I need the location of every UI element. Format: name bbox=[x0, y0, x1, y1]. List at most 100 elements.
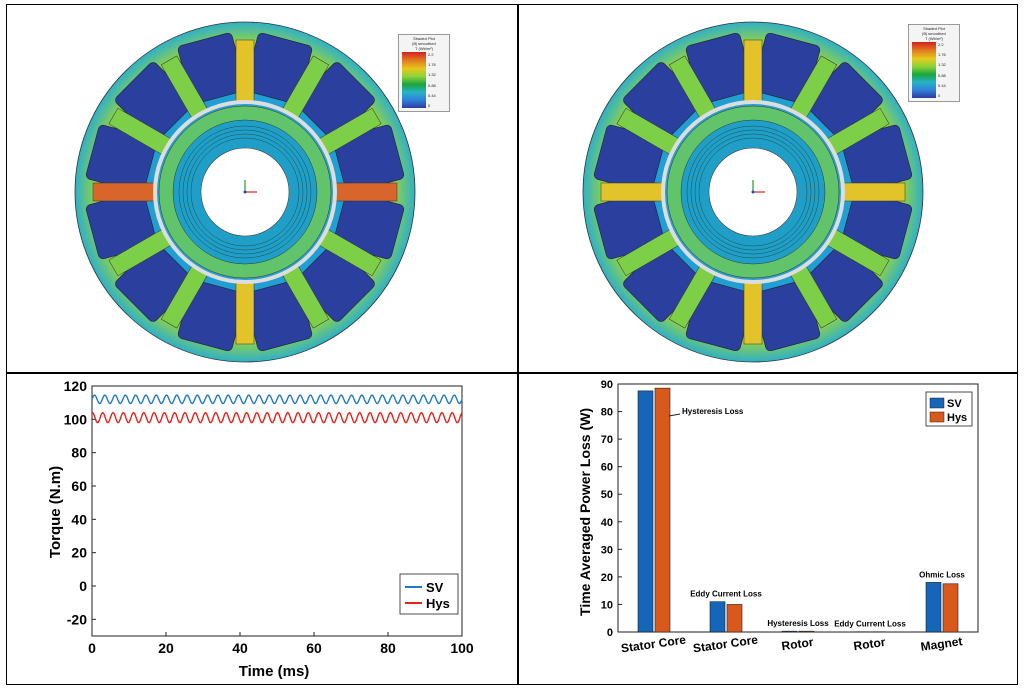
annotation-label: Eddy Current Loss bbox=[690, 590, 762, 599]
series-line-hys bbox=[91, 411, 463, 424]
series-line-sv bbox=[91, 394, 463, 405]
y-tick-label: 40 bbox=[71, 511, 87, 527]
x-tick-label: Rotor bbox=[853, 635, 887, 653]
stator-tooth bbox=[840, 182, 906, 202]
legend-label: Hys bbox=[426, 596, 450, 611]
x-tick-label: Stator Core bbox=[692, 633, 759, 656]
annotation-label: Hysteresis Loss bbox=[682, 407, 744, 416]
flux-line bbox=[698, 137, 808, 247]
fea-legend-subtitle: |B| smoothed bbox=[922, 31, 946, 36]
stator-tooth bbox=[743, 279, 763, 345]
x-axis-label: Time (ms) bbox=[239, 663, 310, 680]
x-tick-label: 0 bbox=[88, 640, 96, 656]
y-tick-label: 100 bbox=[64, 411, 88, 427]
y-tick-label: 40 bbox=[601, 517, 613, 529]
y-tick-label: 70 bbox=[601, 434, 613, 446]
colorbar-tick: 1.76 bbox=[428, 62, 436, 68]
x-tick-label: 40 bbox=[232, 640, 248, 656]
x-tick-label: Stator Core bbox=[620, 633, 687, 656]
bar-hys bbox=[942, 583, 959, 633]
bar-sv bbox=[925, 582, 942, 633]
colorbar-tick: 1.32 bbox=[428, 72, 436, 78]
fea-legend-unit: T (Wb/m²) bbox=[925, 36, 943, 41]
flux-line bbox=[186, 133, 304, 251]
axis-z-icon bbox=[751, 190, 755, 194]
annotation-arrow bbox=[668, 413, 681, 417]
stator-tooth bbox=[743, 39, 763, 105]
flux-line bbox=[182, 129, 308, 255]
grid-divider-vertical bbox=[517, 5, 519, 684]
y-tick-label: 120 bbox=[64, 378, 88, 394]
y-tick-label: 80 bbox=[601, 407, 613, 419]
colorbar bbox=[912, 42, 936, 98]
stator-tooth bbox=[332, 182, 398, 202]
fea-plot-left bbox=[74, 21, 416, 363]
torque-chart: Time (ms) Torque (N.m) 0 20 40 60 80 100 120 10… bbox=[47, 378, 474, 680]
bar-hys bbox=[798, 630, 815, 633]
y-tick-label: -20 bbox=[67, 611, 87, 627]
y-tick-label: 0 bbox=[607, 627, 613, 639]
flux-line bbox=[690, 129, 816, 255]
fea-legend-subtitle: |B| smoothed bbox=[412, 41, 436, 46]
fea-plot-right bbox=[582, 21, 924, 363]
legend-swatch bbox=[929, 397, 945, 409]
flux-line bbox=[178, 125, 312, 259]
colorbar-tick: 0.44 bbox=[938, 82, 946, 88]
y-tick-label: 0 bbox=[79, 578, 87, 594]
annotation-label: Ohmic Loss bbox=[919, 570, 965, 579]
x-tick-label: 60 bbox=[306, 640, 322, 656]
grid-divider-horizontal bbox=[7, 372, 1017, 374]
bar-hys bbox=[654, 387, 671, 633]
y-tick-label: 10 bbox=[601, 599, 613, 611]
legend-label: Hys bbox=[947, 412, 967, 424]
y-tick-label: 30 bbox=[601, 544, 613, 556]
loss-chart: Time Averaged Power Loss (W) 90 80 70 60 50 4… bbox=[577, 379, 979, 656]
y-tick-label: 50 bbox=[601, 489, 613, 501]
colorbar-tick: 2.2 bbox=[428, 52, 434, 57]
flux-line bbox=[694, 133, 812, 251]
figure-grid bbox=[6, 4, 1018, 685]
y-tick-label: 90 bbox=[601, 379, 613, 391]
legend-label: SV bbox=[947, 398, 962, 410]
fea-legend-title: Shaded Plot bbox=[413, 36, 435, 41]
x-tick-label: 80 bbox=[380, 640, 396, 656]
x-tick-label: Magnet bbox=[920, 634, 964, 654]
stator-tooth bbox=[92, 182, 158, 202]
bar-sv bbox=[637, 390, 654, 633]
flux-line bbox=[686, 125, 820, 259]
stator-tooth bbox=[600, 182, 666, 202]
colorbar-tick: 0.88 bbox=[938, 72, 946, 78]
fea-legend-left: Shaded Plot |B| smoothed T (Wb/m²) 2.2 1.7… bbox=[398, 34, 450, 112]
colorbar-tick: 0 bbox=[428, 102, 431, 108]
flux-line bbox=[190, 137, 300, 247]
bar-sv bbox=[709, 601, 726, 633]
x-tick-label: 20 bbox=[158, 640, 174, 656]
fea-legend-title: Shaded Plot bbox=[923, 26, 945, 31]
plot-area bbox=[617, 383, 979, 633]
stator-tooth bbox=[235, 39, 255, 105]
bar-hys bbox=[726, 604, 743, 633]
legend-label: SV bbox=[426, 580, 444, 595]
colorbar-tick: 1.32 bbox=[938, 62, 946, 68]
bar-sv bbox=[781, 630, 798, 633]
legend-swatch bbox=[929, 411, 945, 423]
y-tick-label: 20 bbox=[71, 545, 87, 561]
annotation-label: Hysteresis Loss bbox=[767, 619, 829, 628]
colorbar-tick: 2.2 bbox=[938, 42, 944, 47]
x-tick-label: 100 bbox=[450, 640, 474, 656]
y-tick-label: 60 bbox=[601, 462, 613, 474]
stator-tooth bbox=[235, 279, 255, 345]
colorbar-tick: 1.76 bbox=[938, 52, 946, 58]
colorbar-tick: 0.88 bbox=[428, 82, 436, 88]
y-tick-label: 80 bbox=[71, 445, 87, 461]
colorbar bbox=[402, 52, 426, 108]
y-tick-label: 60 bbox=[71, 478, 87, 494]
legend-box bbox=[399, 573, 459, 615]
axis-z-icon bbox=[243, 190, 247, 194]
colorbar-tick: 0.44 bbox=[428, 92, 436, 98]
colorbar-tick: 0 bbox=[938, 92, 941, 98]
annotation-label: Eddy Current Loss bbox=[834, 620, 906, 629]
y-axis-label: Torque (N.m) bbox=[47, 466, 64, 558]
fea-legend-right: Shaded Plot |B| smoothed T (Wb/m²) 2.2 1.7… bbox=[908, 24, 960, 102]
y-axis-label: Time Averaged Power Loss (W) bbox=[577, 408, 593, 616]
